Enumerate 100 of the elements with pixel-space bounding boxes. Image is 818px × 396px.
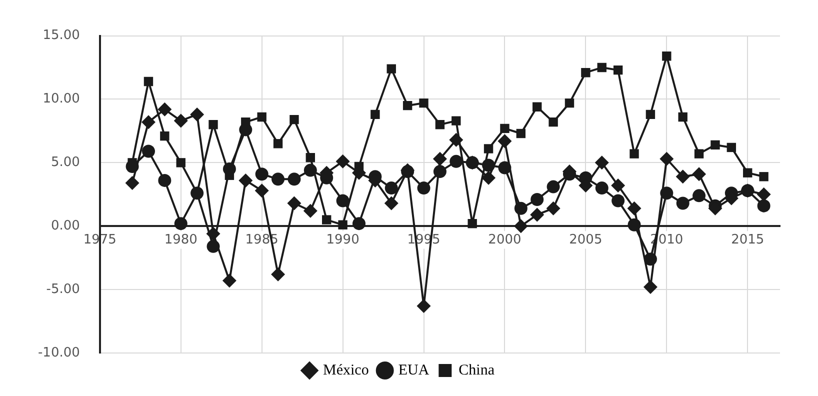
point [450, 154, 463, 168]
point [432, 152, 447, 166]
point [272, 172, 285, 186]
point [417, 182, 430, 195]
point [678, 112, 688, 122]
point [726, 142, 736, 152]
point [564, 98, 574, 108]
point [416, 299, 431, 314]
y-tick-label: 5.00 [50, 155, 80, 170]
y-tick-label: -10.00 [38, 345, 80, 360]
point [662, 52, 672, 61]
point [206, 226, 220, 241]
point [482, 170, 496, 185]
point [548, 117, 558, 127]
point [176, 158, 186, 168]
point [271, 267, 286, 282]
point [581, 68, 590, 78]
point [352, 217, 366, 230]
point [627, 201, 642, 216]
point [676, 196, 690, 210]
y-tick-label: 0.00 [50, 218, 80, 234]
point [546, 180, 560, 194]
point [516, 128, 526, 138]
point [452, 116, 461, 126]
point [484, 144, 494, 154]
point [160, 131, 170, 141]
point [239, 123, 252, 136]
point [759, 172, 768, 182]
point [597, 62, 606, 72]
point [141, 115, 156, 130]
legend-label: México [323, 362, 369, 378]
y-tick-label: 10.00 [42, 92, 80, 107]
point [287, 196, 302, 210]
point [710, 140, 720, 150]
y-tick-label: 15.00 [42, 28, 80, 44]
x-tick-label: 2005 [569, 232, 602, 248]
point [594, 156, 609, 170]
point [692, 167, 706, 182]
point [630, 149, 639, 158]
point [757, 199, 770, 212]
point [125, 176, 140, 190]
point [142, 144, 155, 158]
point [306, 153, 316, 162]
point [402, 100, 412, 110]
point [498, 134, 512, 148]
point [336, 194, 350, 208]
point [254, 184, 269, 198]
point [384, 182, 398, 195]
x-tick-label: 2015 [731, 232, 764, 248]
point [530, 208, 544, 222]
point [290, 114, 299, 124]
point [322, 215, 332, 224]
point [514, 219, 528, 234]
point [646, 110, 656, 120]
point [435, 120, 445, 130]
point [386, 64, 396, 74]
point [595, 182, 608, 195]
point [338, 220, 348, 230]
point [288, 172, 301, 186]
point [643, 280, 658, 294]
point [255, 168, 268, 181]
point [144, 76, 154, 86]
point [303, 204, 318, 218]
point [612, 194, 625, 208]
point [530, 192, 544, 206]
point [158, 174, 172, 187]
point [273, 139, 283, 148]
point [304, 164, 317, 177]
point [257, 112, 266, 122]
point [222, 162, 236, 176]
point [692, 189, 706, 202]
point [546, 201, 560, 216]
legend-label: EUA [398, 362, 430, 378]
point [660, 152, 674, 166]
point [208, 120, 218, 130]
point [500, 124, 510, 134]
x-tick-label: 1980 [164, 232, 198, 248]
point [611, 178, 626, 193]
point [336, 154, 350, 168]
point [532, 102, 542, 112]
point [190, 107, 204, 122]
point [174, 217, 188, 230]
point [743, 168, 752, 178]
point [449, 132, 464, 147]
y-tick-label: -5.00 [46, 282, 80, 297]
point [419, 98, 428, 108]
point [468, 218, 477, 228]
point [174, 114, 188, 128]
point [384, 196, 398, 210]
point [613, 65, 623, 75]
point [694, 149, 704, 158]
point [756, 187, 771, 202]
point [222, 274, 236, 288]
point [370, 110, 380, 120]
point [676, 170, 690, 184]
point [158, 102, 172, 116]
point [238, 173, 253, 188]
x-tick-label: 2000 [488, 232, 522, 248]
legend-label: China [458, 362, 495, 378]
x-tick-label: 1990 [326, 232, 360, 248]
